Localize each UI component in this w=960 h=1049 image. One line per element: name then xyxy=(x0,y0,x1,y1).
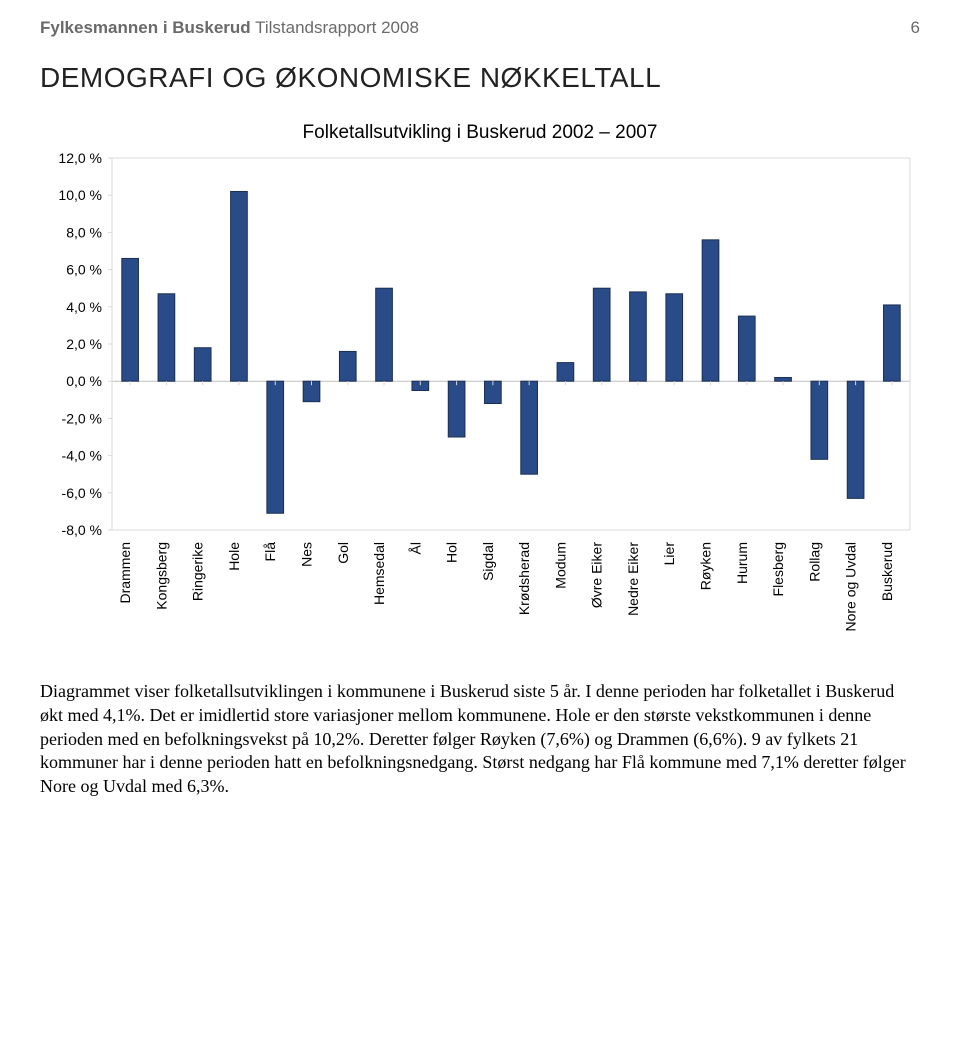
svg-text:Rollag: Rollag xyxy=(806,542,822,582)
header-left: Fylkesmannen i Buskerud Tilstandsrapport… xyxy=(40,18,419,38)
svg-text:-2,0 %: -2,0 % xyxy=(62,410,102,426)
svg-text:Røyken: Røyken xyxy=(698,542,714,590)
svg-text:Buskerud: Buskerud xyxy=(879,542,895,601)
svg-text:Flå: Flå xyxy=(262,542,278,562)
svg-text:Nedre Eiker: Nedre Eiker xyxy=(625,542,641,616)
chart-title: Folketallsutvikling i Buskerud 2002 – 20… xyxy=(40,122,920,144)
svg-text:Ringerike: Ringerike xyxy=(190,542,206,601)
svg-text:Hurum: Hurum xyxy=(734,542,750,584)
svg-text:Kongsberg: Kongsberg xyxy=(153,542,169,610)
svg-text:Hol: Hol xyxy=(444,542,460,563)
svg-text:Flesberg: Flesberg xyxy=(770,542,786,596)
svg-text:-8,0 %: -8,0 % xyxy=(62,522,102,538)
svg-text:Nes: Nes xyxy=(299,542,315,567)
header-report: Tilstandsrapport 2008 xyxy=(251,18,419,37)
svg-text:Nore og Uvdal: Nore og Uvdal xyxy=(843,542,859,632)
body-paragraph: Diagrammet viser folketallsutviklingen i… xyxy=(40,680,920,799)
svg-text:Øvre Eiker: Øvre Eiker xyxy=(589,542,605,608)
svg-text:10,0 %: 10,0 % xyxy=(58,187,102,203)
svg-text:6,0 %: 6,0 % xyxy=(66,262,102,278)
running-header: Fylkesmannen i Buskerud Tilstandsrapport… xyxy=(40,18,920,38)
svg-text:Lier: Lier xyxy=(661,542,677,566)
svg-text:Gol: Gol xyxy=(335,542,351,564)
svg-text:-6,0 %: -6,0 % xyxy=(62,485,102,501)
svg-text:Hemsedal: Hemsedal xyxy=(371,542,387,605)
svg-text:2,0 %: 2,0 % xyxy=(66,336,102,352)
svg-text:Ål: Ål xyxy=(407,542,423,554)
page-container: Fylkesmannen i Buskerud Tilstandsrapport… xyxy=(0,0,960,847)
svg-text:Modum: Modum xyxy=(552,542,568,589)
svg-text:4,0 %: 4,0 % xyxy=(66,299,102,315)
svg-text:0,0 %: 0,0 % xyxy=(66,373,102,389)
svg-text:8,0 %: 8,0 % xyxy=(66,224,102,240)
svg-text:Krødsherad: Krødsherad xyxy=(516,542,532,615)
chart: -8,0 % -6,0 % -4,0 % -2,0 % 0,0 % 2,0 % 4,0 % 6… xyxy=(40,150,920,650)
section-title: DEMOGRAFI OG ØKONOMISKE NØKKELTALL xyxy=(40,62,920,94)
svg-text:-4,0 %: -4,0 % xyxy=(62,448,102,464)
bar-chart-svg: -8,0 % -6,0 % -4,0 % -2,0 % 0,0 % 2,0 % 4,0 % 6… xyxy=(40,150,920,650)
svg-text:Drammen: Drammen xyxy=(117,542,133,603)
header-org: Fylkesmannen i Buskerud xyxy=(40,18,251,37)
page-number: 6 xyxy=(911,18,920,38)
svg-text:Hole: Hole xyxy=(226,542,242,571)
svg-text:12,0 %: 12,0 % xyxy=(58,150,102,166)
svg-text:Sigdal: Sigdal xyxy=(480,542,496,581)
